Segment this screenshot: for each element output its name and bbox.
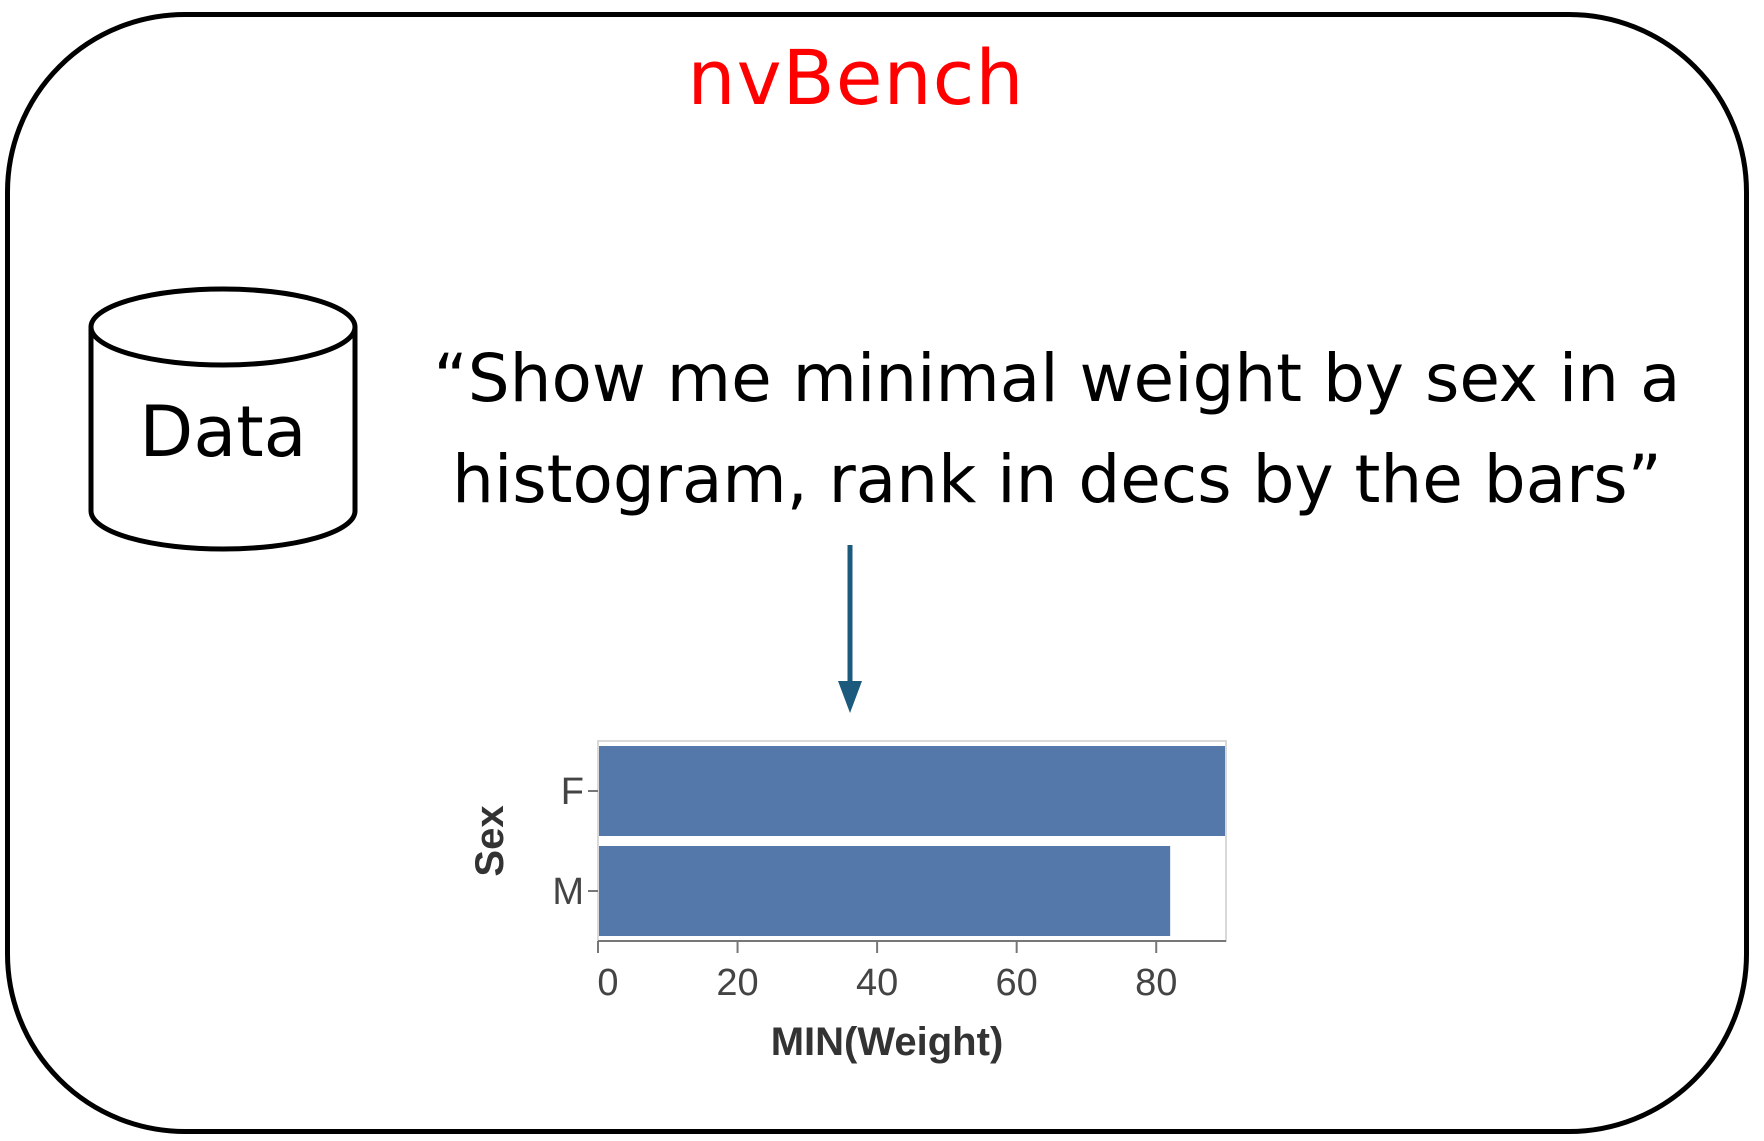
database-label: Data	[139, 391, 307, 473]
x-tick-label: 20	[716, 962, 758, 1004]
query-line-2: histogram, rank in decs by the bars”	[452, 441, 1662, 518]
chart-axes	[588, 740, 1227, 953]
rounded-frame	[5, 12, 1749, 1134]
x-tick-label: 0	[597, 962, 618, 1004]
x-tick-label: 80	[1135, 962, 1177, 1004]
y-tick-label: F	[561, 771, 584, 813]
y-axis-title: Sex	[468, 805, 512, 876]
database-cylinder-shape	[88, 286, 358, 552]
chart-marks	[598, 746, 1226, 936]
bar-f	[598, 746, 1226, 836]
down-arrow-icon	[838, 545, 862, 713]
x-tick-label: 40	[856, 962, 898, 1004]
x-axis-title: MIN(Weight)	[771, 1020, 1004, 1064]
x-tick-label: 60	[996, 962, 1038, 1004]
diagram-title: nvBench	[687, 33, 1025, 122]
query-line-1: “Show me minimal weight by sex in a	[433, 340, 1681, 417]
database-icon: Data	[86, 285, 360, 553]
chart-labels: F M 0 20 40 60 80 MIN(Weight) Sex	[468, 771, 1177, 1064]
bar-chart: F M 0 20 40 60 80 MIN(Weight) Sex	[468, 740, 1227, 1064]
natural-language-query: “Show me minimal weight by sex in a hist…	[390, 328, 1724, 530]
bar-m	[598, 846, 1171, 936]
y-tick-label: M	[552, 871, 584, 913]
